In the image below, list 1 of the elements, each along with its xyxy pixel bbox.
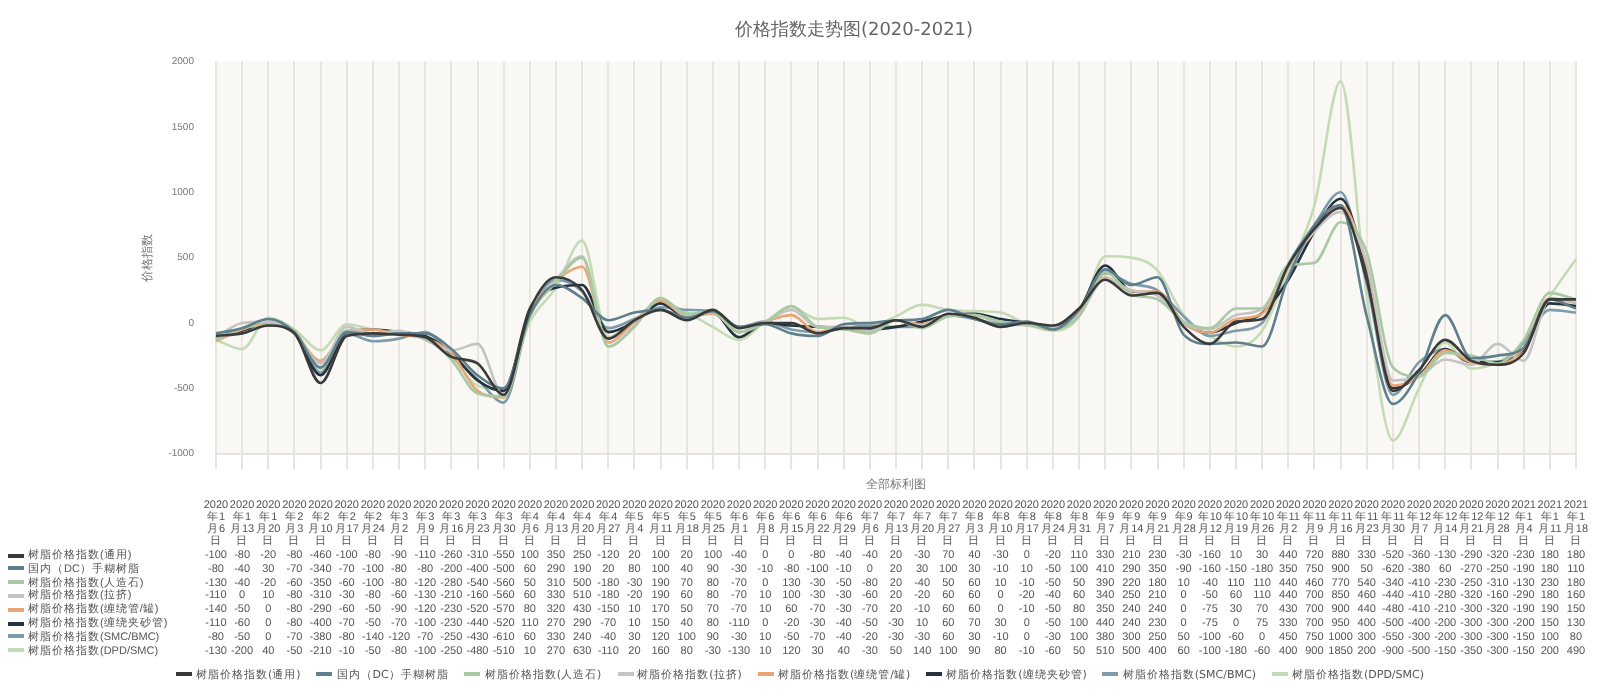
chart-title: 价格指数走势图(2020-2021) — [732, 19, 974, 42]
